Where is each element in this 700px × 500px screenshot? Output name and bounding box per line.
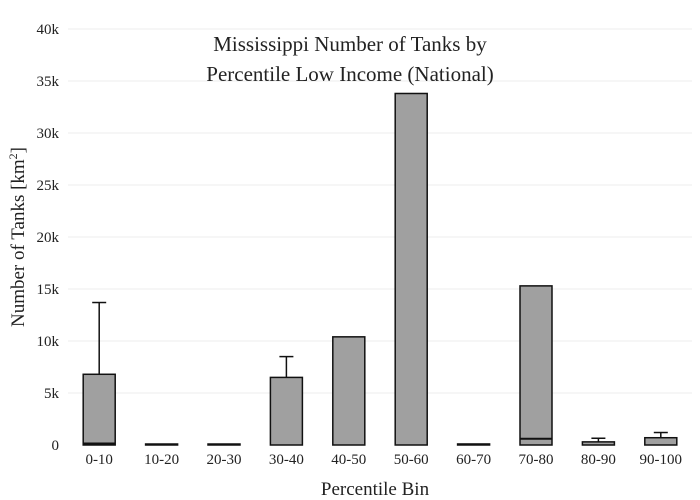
chart-title-line-2: Percentile Low Income (National): [206, 62, 493, 86]
y-tick-label-7: 35k: [37, 74, 60, 90]
bar-5: [394, 92, 428, 446]
y-axis-title: Number of Tanks [km2]: [6, 147, 29, 327]
y-tick-label-8: 40k: [37, 22, 60, 38]
bar-4: [332, 336, 366, 446]
bar-6: [456, 443, 491, 446]
y-tick-label-5: 25k: [37, 178, 60, 194]
x-tick-label-5: 50-60: [394, 452, 429, 468]
x-tick-label-0: 0-10: [85, 452, 113, 468]
x-tick-label-2: 20-30: [207, 452, 242, 468]
x-axis-ticks: 0-10 10-20 20-30 30-40 40-50 50-60 60-70 70-80 8…: [85, 452, 682, 468]
grid-lines: [68, 28, 692, 394]
y-tick-label-3: 15k: [37, 282, 60, 298]
x-axis-title: Percentile Bin: [321, 479, 430, 500]
y-tick-label-6: 30k: [37, 126, 60, 142]
bar-9: [644, 436, 678, 446]
y-tick-label-0: 0: [52, 438, 60, 454]
x-tick-label-4: 40-50: [331, 452, 366, 468]
y-axis-ticks: 0 5k 10k 15k 20k 25k 30k 35k 40k: [37, 22, 60, 454]
x-tick-label-8: 80-90: [581, 452, 616, 468]
y-tick-label-4: 20k: [37, 230, 60, 246]
x-tick-label-9: 90-100: [640, 452, 683, 468]
bar-2: [207, 443, 241, 446]
x-tick-label-7: 70-80: [519, 452, 554, 468]
y-axis-title-end: ]: [8, 147, 29, 153]
y-tick-label-2: 10k: [37, 334, 60, 350]
bar-8: [581, 441, 616, 446]
x-tick-label-1: 10-20: [144, 452, 179, 468]
y-axis-title-main: Number of Tanks [km: [8, 159, 29, 327]
bar-1: [144, 443, 179, 446]
chart-title-line-1: Mississippi Number of Tanks by: [213, 32, 487, 56]
y-axis-title-superscript: 2: [6, 153, 20, 159]
bar-7: [519, 285, 553, 446]
bar-0: [82, 373, 116, 446]
x-tick-label-3: 30-40: [269, 452, 304, 468]
bars: [82, 92, 678, 446]
x-tick-label-6: 60-70: [456, 452, 491, 468]
bar-3: [269, 376, 304, 446]
y-tick-label-1: 5k: [44, 386, 60, 402]
